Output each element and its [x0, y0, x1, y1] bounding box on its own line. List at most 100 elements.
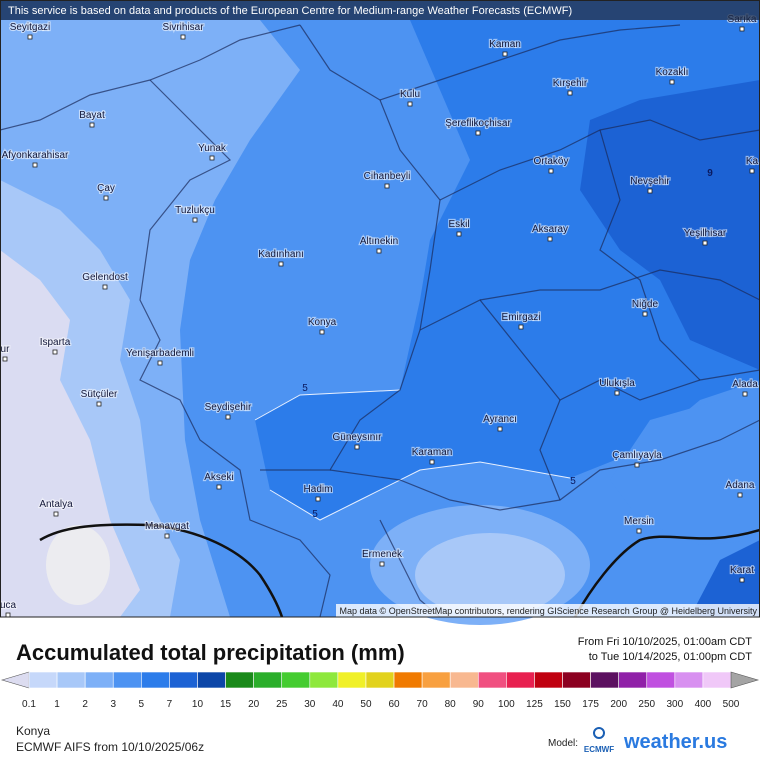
- colorbar-label: 15: [220, 699, 232, 710]
- city-label: Niğde: [632, 299, 659, 310]
- city-dot: [192, 217, 198, 223]
- city-dot: [702, 240, 708, 246]
- colorbar-label: 2: [82, 699, 88, 710]
- city-label: uca: [0, 600, 16, 611]
- city-dot: [642, 311, 648, 317]
- city-dot: [209, 155, 215, 161]
- colorbar-swatch: [225, 671, 254, 689]
- colorbar-label: 1: [54, 699, 60, 710]
- city-label: Mersin: [624, 516, 654, 527]
- colorbar-swatch: [141, 671, 170, 689]
- contour-label: 5: [302, 383, 308, 394]
- colorbar-label: 300: [666, 699, 683, 710]
- city-dot: [739, 26, 745, 32]
- precip-area: [46, 525, 110, 605]
- period-start: From Fri 10/10/2025, 01:00am CDT: [578, 636, 753, 648]
- city-labels: SeyitgaziSivrihisarKamanSarıkaKozaklıKır…: [0, 13, 760, 618]
- colorbar-swatch: [477, 671, 507, 689]
- city-dot: [456, 231, 462, 237]
- colorbar-arrow-left: [0, 671, 30, 689]
- colorbar-swatch: [337, 671, 367, 689]
- precip-area: [690, 540, 760, 617]
- city-label: Yenişarbademli: [126, 348, 194, 359]
- colorbar-label: 125: [526, 699, 543, 710]
- colorbar-label: 7: [167, 699, 173, 710]
- city-label: Tuzlukçu: [175, 205, 215, 216]
- period-end: to Tue 10/14/2025, 01:00pm CDT: [589, 651, 753, 663]
- attribution: Map data © OpenStreetMap contributors, r…: [340, 606, 758, 616]
- colorbar-swatch: [84, 671, 114, 689]
- precip-area: [415, 533, 565, 617]
- city-dot: [379, 561, 385, 567]
- colorbar-label: 150: [554, 699, 571, 710]
- city-label: Sivrihisar: [162, 22, 204, 33]
- colorbar-swatch: [169, 671, 198, 689]
- city-dot: [737, 492, 743, 498]
- colorbar-arrow-right: [730, 671, 760, 689]
- banner: This service is based on data and produc…: [8, 5, 572, 17]
- colorbar-label: 10: [192, 699, 204, 710]
- city-dot: [180, 34, 186, 40]
- footer: Konya ECMWF AIFS from 10/10/2025/06z Mod…: [16, 724, 727, 754]
- city-dot: [548, 168, 554, 174]
- city-dot: [216, 484, 222, 490]
- colorbar-swatch: [674, 671, 704, 689]
- city-dot: [319, 329, 325, 335]
- city-label: Sütçüler: [81, 389, 118, 400]
- city-label: Bayat: [79, 110, 105, 121]
- coastline: [39, 523, 284, 618]
- city-label: Ortaköy: [533, 156, 568, 167]
- colorbar-label: 80: [445, 699, 457, 710]
- city-dot: [5, 612, 11, 618]
- city-label: Isparta: [40, 337, 71, 348]
- city-label: Çay: [97, 183, 115, 194]
- banner-bg: [0, 0, 760, 20]
- colorbar-swatch: [534, 671, 563, 689]
- city-dot: [32, 162, 38, 168]
- city-dot: [164, 533, 170, 539]
- city-label: Hadim: [304, 484, 333, 495]
- colorbar-swatch: [281, 671, 311, 689]
- colorbar-swatch: [590, 671, 619, 689]
- city-label: Antalya: [39, 499, 73, 510]
- city-label: Cihanbeyli: [364, 171, 411, 182]
- city-label: Kulu: [400, 89, 420, 100]
- city-label: Akseki: [204, 472, 233, 483]
- contour-labels: 5 5 5 9: [302, 168, 713, 520]
- brand: weather.us: [623, 731, 727, 753]
- colorbar-label: 25: [276, 699, 288, 710]
- city-label: Yeşilhisar: [684, 228, 727, 239]
- ecmwf-logo-icon: [593, 727, 605, 739]
- city-dot: [634, 462, 640, 468]
- colorbar-label: 3: [110, 699, 116, 710]
- city-label: Gelendost: [82, 272, 128, 283]
- colorbar-label: 90: [473, 699, 485, 710]
- attribution-bg: [336, 604, 760, 617]
- city-dot: [739, 577, 745, 583]
- city-dot: [27, 34, 33, 40]
- city-dot: [354, 444, 360, 450]
- colorbar-swatch: [365, 671, 395, 689]
- colorbar-label: 5: [139, 699, 145, 710]
- city-label: Adana: [726, 480, 755, 491]
- city-dot: [103, 195, 109, 201]
- city-label: Karat: [730, 565, 754, 576]
- city-dot: [384, 183, 390, 189]
- city-label: Nevşehir: [630, 176, 670, 187]
- city-dot: [647, 188, 653, 194]
- city-dot: [749, 168, 755, 174]
- colorbar-label: 100: [498, 699, 515, 710]
- contour-label: 5: [312, 509, 318, 520]
- colorbar-label: 20: [248, 699, 260, 710]
- colorbar-label: 0.1: [22, 699, 36, 710]
- city-dot: [742, 391, 748, 397]
- colorbar-swatch: [421, 671, 451, 689]
- city-label: Karaman: [412, 447, 453, 458]
- model-run: ECMWF AIFS from 10/10/2025/06z: [16, 740, 204, 754]
- city-label: Seydişehir: [205, 402, 252, 413]
- colorbar-label: 400: [695, 699, 712, 710]
- city-dot: [53, 511, 59, 517]
- colorbar-label: 200: [610, 699, 627, 710]
- precip-area: [610, 395, 760, 545]
